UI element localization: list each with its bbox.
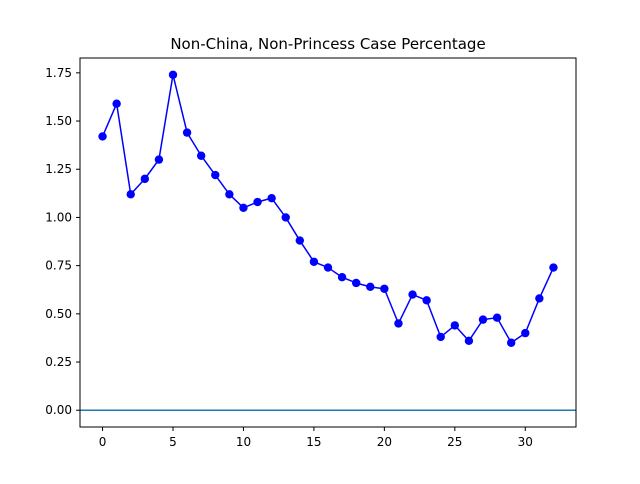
x-tick-label: 15: [306, 435, 321, 449]
data-point: [450, 321, 460, 330]
y-tick-label: 0.25: [45, 355, 72, 369]
x-tick-label: 0: [99, 435, 107, 449]
data-point: [140, 174, 150, 184]
data-point: [225, 190, 234, 199]
y-tick-label: 0.50: [45, 307, 72, 321]
data-point: [239, 203, 248, 212]
x-tick-label: 30: [518, 435, 533, 449]
data-point: [112, 99, 121, 108]
y-tick-label: 0.00: [45, 403, 72, 417]
x-tick-label: 25: [447, 435, 462, 449]
data-point: [154, 155, 164, 164]
y-tick-label: 1.00: [45, 210, 72, 224]
chart-title: Non-China, Non-Princess Case Percentage: [170, 35, 485, 53]
data-point: [281, 213, 290, 222]
x-tick-label: 5: [169, 435, 177, 449]
data-point: [394, 319, 403, 328]
data-point: [211, 170, 220, 180]
y-tick-label: 1.75: [45, 66, 72, 80]
data-point: [295, 236, 305, 245]
x-tick-label: 10: [236, 435, 251, 449]
x-tick-label: 20: [377, 435, 392, 449]
axes-frame: [79, 57, 577, 428]
data-point: [464, 336, 474, 346]
data-point: [182, 128, 192, 137]
data-point: [535, 294, 544, 303]
y-tick-label: 1.50: [45, 114, 72, 128]
data-point: [436, 332, 445, 342]
y-tick-label: 1.25: [45, 162, 72, 176]
data-point: [422, 296, 431, 305]
plot-area: 0.00 0.25 0.50 0.75 1.00 1.25 1.50 1.75 0 5 10 15 20…: [45, 66, 576, 449]
data-point: [380, 284, 389, 293]
data-point: [267, 193, 276, 203]
data-point: [168, 70, 178, 79]
data-point: [492, 313, 502, 322]
data-point: [478, 315, 488, 324]
data-point: [323, 263, 333, 272]
data-point: [366, 282, 375, 292]
data-point: [98, 132, 107, 141]
y-tick-label: 0.75: [45, 259, 72, 273]
data-point: [309, 257, 319, 266]
data-point: [549, 263, 558, 272]
data-point: [408, 290, 417, 299]
data-point: [521, 328, 530, 338]
data-point: [506, 338, 516, 347]
data-point: [126, 190, 135, 199]
data-point: [253, 197, 262, 207]
data-point: [337, 273, 347, 282]
data-point: [196, 151, 206, 160]
data-point: [351, 278, 361, 288]
